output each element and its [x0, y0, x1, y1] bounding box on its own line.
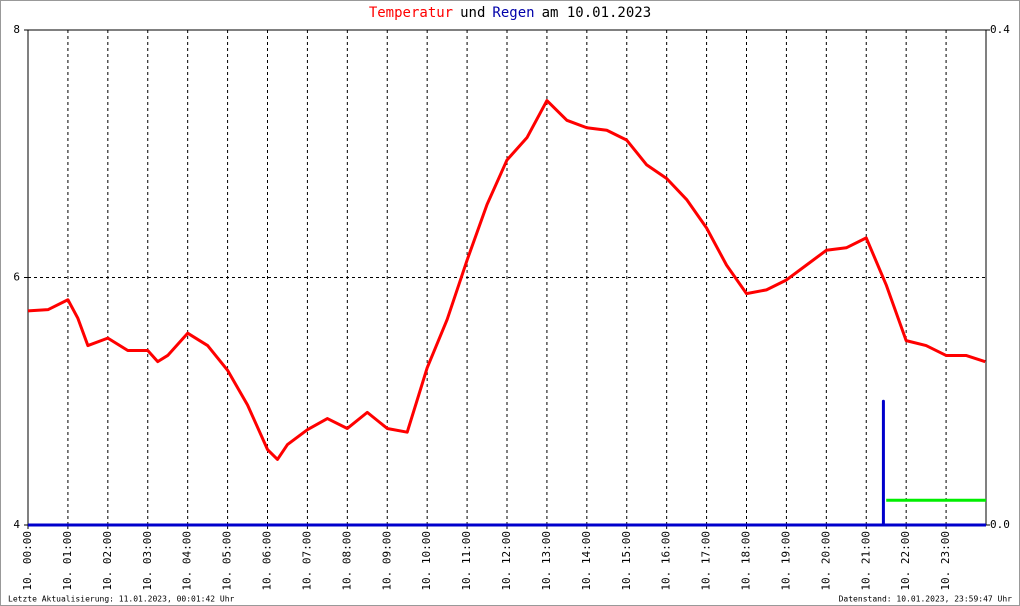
- chart-title: Temperatur und Regen am 10.01.2023: [369, 5, 651, 21]
- y-tick-label: 4: [13, 518, 20, 531]
- x-tick-label: 10. 06:00: [261, 531, 274, 591]
- x-tick-label: 10. 08:00: [340, 531, 353, 591]
- x-tick-label: 10. 21:00: [859, 531, 872, 591]
- title-part: Regen: [492, 5, 534, 21]
- x-tick-label: 10. 10:00: [420, 531, 433, 591]
- y-tick-label: 8: [13, 23, 20, 36]
- title-part: Temperatur: [369, 5, 453, 21]
- x-tick-label: 10. 18:00: [740, 531, 753, 591]
- x-tick-label: 10. 04:00: [181, 531, 194, 591]
- x-tick-label: 10. 23:00: [939, 531, 952, 591]
- title-part: und: [460, 5, 485, 21]
- x-tick-label: 10. 13:00: [540, 531, 553, 591]
- x-tick-label: 10. 12:00: [500, 531, 513, 591]
- x-tick-label: 10. 09:00: [380, 531, 393, 591]
- series-line: [28, 399, 986, 527]
- x-tick-label: 10. 17:00: [700, 531, 713, 591]
- x-tick-label: 10. 11:00: [460, 531, 473, 591]
- x-tick-label: 10. 05:00: [221, 531, 234, 591]
- y-tick-label: 6: [13, 271, 20, 284]
- title-part: am 10.01.2023: [542, 5, 652, 21]
- x-tick-label: 10. 16:00: [660, 531, 673, 591]
- series-line: [27, 99, 986, 461]
- y2-tick-label: 0.4: [990, 23, 1010, 36]
- x-tick-label: 10. 02:00: [101, 531, 114, 591]
- x-tick-label: 10. 14:00: [580, 531, 593, 591]
- y2-tick-label: 0.0: [990, 518, 1010, 531]
- x-tick-label: 10. 20:00: [819, 531, 832, 591]
- x-tick-label: 10. 19:00: [779, 531, 792, 591]
- x-tick-label: 10. 07:00: [300, 531, 313, 591]
- x-tick-label: 10. 01:00: [61, 531, 74, 591]
- footer-left: Letzte Aktualisierung: 11.01.2023, 00:01…: [8, 595, 235, 604]
- x-tick-label: 10. 03:00: [141, 531, 154, 591]
- x-tick-label: 10. 15:00: [620, 531, 633, 591]
- x-tick-label: 10. 22:00: [899, 531, 912, 591]
- x-tick-label: 10. 00:00: [21, 531, 34, 591]
- footer-right: Datenstand: 10.01.2023, 23:59:47 Uhr: [839, 595, 1013, 604]
